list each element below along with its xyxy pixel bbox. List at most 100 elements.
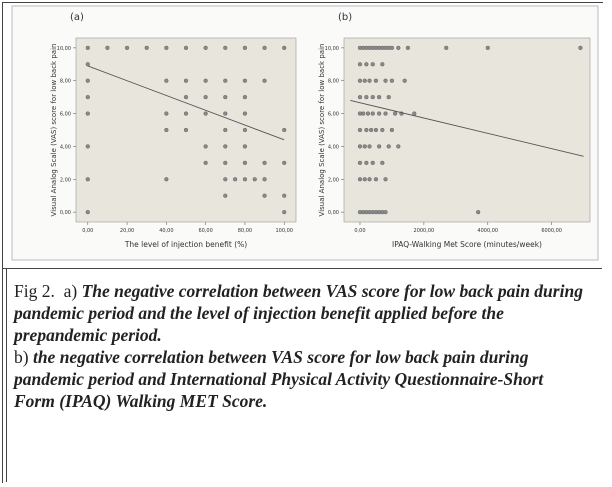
- x-axis-label: IPAQ-Walking Met Score (minutes/week): [392, 240, 542, 249]
- caption-marker: b): [14, 347, 29, 367]
- point: [377, 95, 382, 100]
- x-tick-label: 100,00: [275, 228, 293, 234]
- point: [85, 111, 90, 116]
- figure-frame: [2, 2, 603, 483]
- point: [203, 45, 208, 50]
- point: [405, 45, 410, 50]
- point: [262, 160, 267, 165]
- point: [223, 193, 228, 198]
- point: [183, 95, 189, 100]
- point: [361, 111, 366, 116]
- point: [164, 78, 169, 83]
- point: [373, 177, 379, 182]
- point: [377, 111, 382, 116]
- caption-label: Fig 2.: [14, 281, 55, 301]
- point: [282, 45, 287, 50]
- x-tick-label: 0,00: [82, 228, 93, 234]
- point: [383, 210, 388, 215]
- x-tick-label: 4000,00: [477, 228, 498, 234]
- point: [412, 111, 417, 116]
- point: [362, 144, 367, 149]
- y-tick-label: 0,00: [60, 210, 71, 216]
- point: [262, 78, 267, 83]
- point: [223, 177, 228, 182]
- point: [85, 78, 90, 83]
- point: [357, 62, 363, 67]
- point: [367, 78, 372, 83]
- point: [282, 193, 287, 198]
- point: [203, 95, 208, 100]
- y-tick-label: 8,00: [60, 79, 71, 85]
- point: [252, 177, 257, 182]
- point: [85, 210, 90, 215]
- point: [485, 45, 490, 50]
- point: [383, 78, 388, 83]
- point: [85, 45, 90, 50]
- point: [383, 177, 388, 182]
- caption-text: the negative correlation between VAS sco…: [14, 347, 544, 411]
- point: [367, 177, 372, 182]
- y-axis-label: Visual Analog Scale (VAS) score for low …: [318, 44, 326, 217]
- point: [370, 160, 375, 165]
- figure: (a) 0,00 2,00 4,00 6,00 8,00 10,00 0,00 20,00 40,…: [11, 5, 599, 261]
- x-tick-label: 0,00: [354, 228, 365, 234]
- point: [203, 78, 208, 83]
- point: [203, 111, 208, 116]
- point: [396, 144, 401, 149]
- y-tick-label: 4,00: [60, 144, 71, 150]
- point: [362, 78, 367, 83]
- point: [396, 45, 401, 50]
- point: [373, 127, 379, 133]
- point: [357, 78, 363, 83]
- point: [242, 144, 248, 149]
- y-tick-label: 2,00: [328, 177, 339, 183]
- x-tick-label: 20,00: [120, 228, 134, 234]
- point: [389, 78, 395, 83]
- point: [364, 127, 369, 133]
- y-tick-label: 10,00: [325, 46, 339, 52]
- point: [242, 160, 248, 165]
- point: [393, 111, 398, 116]
- point: [386, 144, 391, 149]
- y-tick-label: 6,00: [60, 112, 71, 118]
- point: [262, 193, 267, 198]
- point: [365, 111, 371, 116]
- point: [389, 45, 395, 50]
- x-tick-label: 6000,00: [541, 228, 562, 234]
- point: [183, 127, 189, 133]
- x-tick-label: 80,00: [238, 228, 252, 234]
- point: [364, 95, 369, 100]
- point: [357, 177, 363, 182]
- point: [223, 95, 228, 100]
- point: [262, 45, 267, 50]
- fit-line: [87, 65, 285, 141]
- point: [183, 111, 189, 116]
- point: [282, 127, 287, 133]
- point: [282, 160, 287, 165]
- point: [386, 95, 391, 100]
- point: [223, 78, 228, 83]
- point: [203, 144, 208, 149]
- point: [357, 160, 363, 165]
- separator: [2, 268, 602, 269]
- point: [223, 111, 228, 116]
- point: [370, 111, 375, 116]
- point: [164, 45, 169, 50]
- y-tick-label: 8,00: [328, 79, 339, 85]
- point: [85, 144, 90, 149]
- point: [223, 127, 228, 133]
- point: [233, 177, 238, 182]
- point: [380, 127, 385, 133]
- caption-border: [6, 268, 7, 482]
- x-tick-label: 60,00: [198, 228, 212, 234]
- point: [85, 95, 90, 100]
- caption-text: The negative correlation between VAS sco…: [14, 281, 583, 345]
- point: [362, 177, 367, 182]
- point: [223, 160, 228, 165]
- point: [369, 127, 374, 133]
- y-tick-label: 2,00: [60, 177, 71, 183]
- point: [223, 144, 228, 149]
- point: [389, 127, 395, 133]
- point: [105, 45, 110, 50]
